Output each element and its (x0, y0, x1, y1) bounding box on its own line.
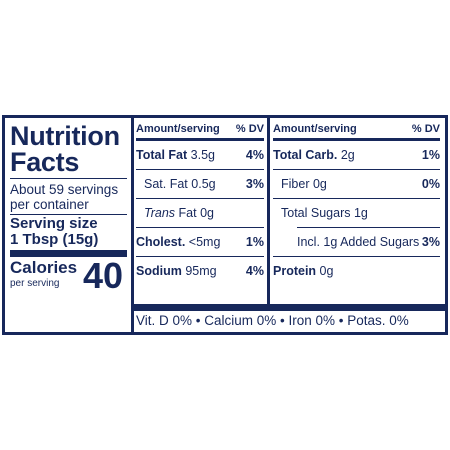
nutrient-amount: 0g (319, 264, 334, 278)
nutrient-dv: 3% (421, 235, 440, 249)
nutrient-dv: 1% (421, 148, 440, 162)
nutrient-row-cholesterol: Cholest. <5mg 1% (136, 228, 264, 256)
nutrient-name: Total Sugars (281, 206, 351, 220)
vitamins-minerals: Vit. D 0% • Calcium 0% • Iron 0% • Potas… (136, 313, 409, 328)
label-left-panel: Nutrition Facts About 59 servings per co… (10, 123, 127, 297)
divider (273, 256, 440, 257)
nutrient-row-total-carb: Total Carb. 2g 1% (273, 141, 440, 169)
divider (136, 256, 264, 257)
serving-size: Serving size 1 Tbsp (15g) (10, 215, 127, 250)
nutrient-name: Incl. 1g Added Sugars (297, 235, 420, 249)
header-dv: % DV (235, 123, 264, 135)
nutrient-amount: 0g (312, 177, 327, 191)
header-amount: Amount/serving (273, 123, 357, 135)
divider (297, 227, 440, 228)
divider-thick (10, 250, 127, 257)
nutrient-name: Fat (178, 206, 197, 220)
divider-thick (134, 304, 445, 311)
divider (136, 169, 264, 170)
calories-label: Calories (10, 258, 78, 277)
column-header: Amount/serving % DV (136, 123, 264, 138)
nutrient-name: Cholest. (136, 235, 186, 249)
nutrient-amount: 2g (340, 148, 355, 162)
nutrient-row-added-sugars: Incl. 1g Added Sugars 3% (273, 228, 440, 256)
divider (136, 227, 264, 228)
nutrient-dv: 0% (421, 177, 440, 191)
serving-size-value: 1 Tbsp (15g) (10, 231, 99, 248)
nutrient-row-sat-fat: Sat. Fat 0.5g 3% (136, 170, 264, 198)
divider (136, 138, 264, 141)
nutrient-row-total-fat: Total Fat 3.5g 4% (136, 141, 264, 169)
nutrient-dv: 1% (245, 235, 264, 249)
calories-value: 40 (82, 255, 123, 296)
calories-sub: per serving (10, 278, 60, 289)
nutrient-amount: 95mg (185, 264, 217, 278)
nutrient-amount: <5mg (188, 235, 221, 249)
label-title-line1: Nutrition (10, 121, 120, 151)
nutrient-name: Sat. Fat (144, 177, 188, 191)
nutrient-dv: 3% (245, 177, 264, 191)
header-amount: Amount/serving (136, 123, 220, 135)
vertical-divider-2 (267, 118, 270, 311)
nutrient-row-total-sugars: Total Sugars 1g (273, 199, 440, 227)
nutrient-column-2: Amount/serving % DV Total Carb. 2g 1% Fi… (273, 123, 440, 285)
nutrient-row-sodium: Sodium 95mg 4% (136, 257, 264, 285)
nutrient-row-protein: Protein 0g (273, 257, 440, 285)
calories-row: Calories per serving 40 (10, 255, 127, 297)
nutrient-amount: 0.5g (191, 177, 216, 191)
divider (10, 214, 127, 215)
nutrient-row-fiber: Fiber 0g 0% (273, 170, 440, 198)
header-dv: % DV (411, 123, 440, 135)
nutrient-amount: 0g (200, 206, 214, 220)
nutrient-name: Total Fat (136, 148, 188, 162)
nutrient-row-trans-fat: Trans Fat 0g (136, 199, 264, 227)
divider (273, 169, 440, 170)
nutrient-name: Fiber (281, 177, 310, 191)
nutrient-name: Total Carb. (273, 148, 338, 162)
nutrient-dv: 4% (245, 264, 264, 278)
serving-size-label: Serving size (10, 215, 98, 232)
divider (273, 198, 440, 199)
servings-per-container: About 59 servings per container (10, 182, 119, 212)
divider (136, 198, 264, 199)
nutrient-amount: 3.5g (190, 148, 215, 162)
nutrient-amount: 1g (353, 206, 368, 220)
nutrition-facts-label: Nutrition Facts About 59 servings per co… (2, 115, 448, 335)
nutrient-column-1: Amount/serving % DV Total Fat 3.5g 4% Sa… (136, 123, 264, 285)
nutrient-name: Protein (273, 264, 317, 278)
vertical-divider (131, 118, 134, 332)
column-header: Amount/serving % DV (273, 123, 440, 138)
nutrient-name: Sodium (136, 264, 182, 278)
nutrient-dv: 4% (245, 148, 264, 162)
nutrient-name-italic: Trans (144, 206, 176, 220)
divider (273, 138, 440, 141)
label-title-line2: Facts (10, 147, 80, 177)
divider (10, 178, 127, 179)
